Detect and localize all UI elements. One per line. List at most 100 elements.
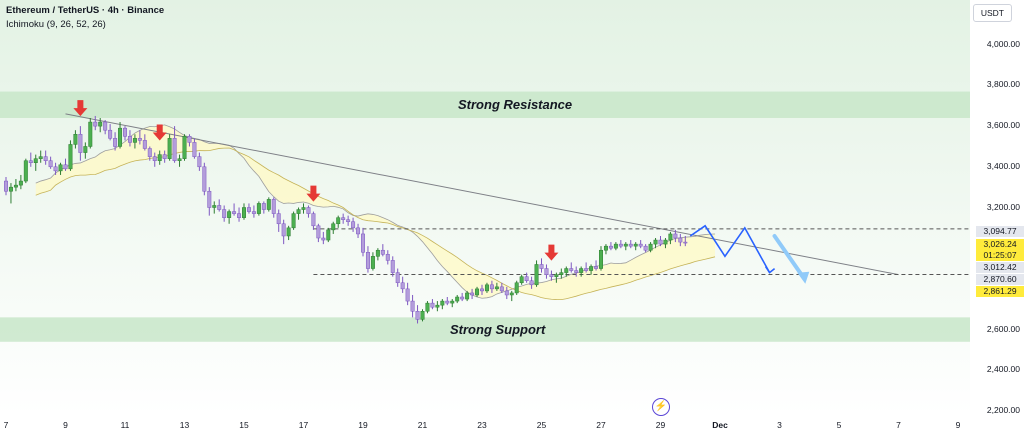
candle-body: [683, 241, 688, 244]
candle: [584, 262, 589, 273]
candle: [192, 138, 197, 159]
candle: [400, 276, 405, 293]
x-tick-label: 23: [477, 420, 487, 430]
candle: [142, 134, 147, 151]
candle: [8, 183, 13, 204]
lightning-icon[interactable]: ⚡: [652, 398, 670, 416]
price-tag: 2,870.60: [976, 274, 1024, 285]
candle: [356, 223, 361, 239]
candle: [351, 217, 356, 232]
x-tick-label: 7: [896, 420, 901, 430]
x-tick-label: 9: [955, 420, 961, 430]
candle: [380, 244, 385, 257]
candle-body: [504, 290, 509, 296]
candle: [678, 233, 683, 247]
candle-body: [589, 266, 594, 271]
candle-body: [519, 276, 524, 284]
candle-body: [608, 245, 613, 249]
candle-body: [58, 164, 63, 172]
candle: [53, 162, 58, 175]
candle-body: [559, 272, 564, 275]
candle-body: [673, 233, 678, 239]
candle: [113, 132, 118, 151]
candle-body: [678, 237, 683, 243]
x-tick-label: Dec: [712, 420, 728, 430]
candle-body: [321, 237, 326, 241]
candle-body: [246, 207, 251, 212]
candle-body: [564, 268, 569, 273]
candle-body: [390, 260, 395, 273]
ichimoku-span-b: [35, 147, 716, 301]
candle-body: [78, 134, 83, 153]
currency-button[interactable]: USDT: [972, 4, 1012, 22]
candle-body: [410, 300, 415, 312]
candle: [544, 264, 549, 279]
candle-body: [108, 129, 113, 139]
candle: [33, 154, 38, 171]
candle: [197, 152, 202, 171]
candle: [326, 227, 331, 243]
candle: [256, 201, 261, 216]
candle: [638, 240, 643, 249]
candle: [628, 240, 633, 249]
candle: [460, 292, 465, 302]
candle: [127, 130, 132, 147]
candle-body: [633, 243, 638, 247]
candle-body: [4, 180, 8, 192]
candle: [4, 176, 8, 196]
candle: [480, 284, 484, 295]
candle-body: [326, 229, 331, 241]
candle-body: [232, 211, 237, 214]
support-label: Strong Support: [450, 321, 546, 337]
x-tick-label: 7: [3, 420, 9, 430]
candle-body: [430, 302, 435, 308]
candle-body: [599, 249, 603, 269]
candle: [643, 244, 648, 253]
candle: [162, 150, 167, 163]
candle-body: [385, 254, 390, 261]
candle-body: [316, 225, 321, 239]
candle-body: [549, 274, 554, 277]
candle-body: [306, 207, 311, 214]
down-arrow-icon: [306, 185, 321, 202]
y-tick-label: 2,400.00: [986, 364, 1020, 375]
candle-body: [162, 154, 167, 159]
candle: [187, 134, 192, 147]
candle: [569, 262, 574, 273]
candle: [390, 256, 395, 277]
candle-body: [445, 300, 450, 304]
candle-body: [142, 140, 147, 149]
candle: [564, 266, 569, 277]
candle: [222, 205, 227, 222]
x-tick-label: 15: [239, 420, 249, 430]
candle-body: [212, 205, 217, 208]
price-tag: 01:25:07: [976, 250, 1024, 261]
candle-body: [227, 211, 232, 218]
candle-body: [544, 268, 549, 275]
candle: [370, 252, 375, 271]
candle-body: [192, 142, 197, 157]
candle-body: [98, 121, 103, 127]
support-zone: [0, 317, 970, 342]
candle-body: [93, 121, 98, 127]
candle-body: [132, 138, 137, 143]
candle: [499, 282, 504, 293]
candle-body: [475, 288, 480, 296]
candle-body: [499, 286, 504, 292]
indicator-legend[interactable]: Ichimoku (9, 26, 52, 26): [6, 19, 106, 30]
candle: [539, 258, 544, 273]
candle-body: [494, 286, 499, 290]
candle: [455, 294, 460, 304]
candle: [68, 140, 73, 171]
candle: [23, 158, 28, 184]
candle: [123, 126, 127, 141]
candle-body: [33, 158, 38, 163]
candle: [296, 207, 301, 220]
candle-body: [554, 274, 559, 277]
candle-body: [48, 160, 53, 168]
candle: [63, 158, 68, 171]
y-tick-label: 2,600.00: [986, 323, 1020, 334]
candle-body: [514, 282, 519, 294]
candle: [549, 270, 554, 281]
